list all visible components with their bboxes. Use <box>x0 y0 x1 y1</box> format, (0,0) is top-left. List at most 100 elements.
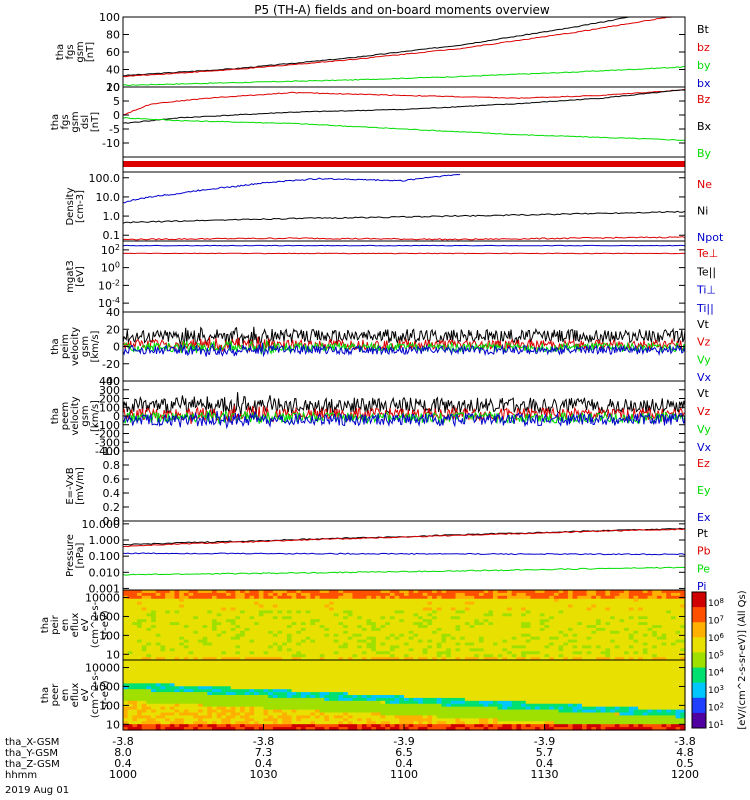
spectrogram-cell <box>474 697 480 702</box>
spectrogram-cell <box>474 622 480 626</box>
spectrogram-cell <box>244 671 251 676</box>
spectrogram-cell <box>165 665 171 670</box>
spectrogram-cell <box>371 724 377 728</box>
spectrogram-cell <box>347 662 354 667</box>
spectrogram-cell <box>478 604 485 609</box>
spectrogram-cell <box>277 627 283 632</box>
spectrogram-cell <box>460 627 466 632</box>
spectrogram-cell <box>469 665 475 670</box>
spectrogram-cell <box>183 598 190 603</box>
spectrogram-cell <box>394 703 400 708</box>
spectrogram-cell <box>371 604 377 609</box>
legend-Ti: Ti|| <box>696 302 714 315</box>
spectrogram-cell <box>394 683 400 687</box>
spectrogram-cell <box>670 645 677 649</box>
spectrogram-cell <box>151 721 157 725</box>
spectrogram-cell <box>282 619 288 623</box>
spectrogram-cell <box>197 671 204 676</box>
spectrogram-cell <box>586 639 592 644</box>
spectrogram-cell <box>408 619 414 623</box>
spectrogram-cell <box>474 709 480 714</box>
spectrogram-cell <box>385 645 391 649</box>
spectrogram-cell <box>432 727 438 731</box>
spectrogram-cell <box>352 695 358 699</box>
spectrogram-cell <box>446 625 452 629</box>
spectrogram-cell <box>221 604 227 609</box>
spectrogram-cell <box>427 619 433 623</box>
spectrogram-cell <box>507 592 513 597</box>
spectrogram-cell <box>141 674 148 679</box>
spectrogram-cell <box>404 727 410 731</box>
spectrogram-cell <box>329 703 335 708</box>
spectrogram-cell <box>432 709 438 714</box>
spectrogram-cell <box>422 625 429 629</box>
spectrogram-cell <box>244 613 251 617</box>
spectrogram-cell <box>347 630 354 635</box>
spectrogram-cell <box>137 674 143 679</box>
spectrogram-cell <box>197 724 204 728</box>
spectrogram-cell <box>179 657 185 661</box>
spectrogram-cell <box>525 627 532 632</box>
spectrogram-cell <box>197 636 204 641</box>
spectrogram-cell <box>244 636 251 641</box>
spectrogram-cell <box>324 590 330 594</box>
spectrogram-cell <box>310 680 316 684</box>
spectrogram-cell <box>315 674 321 679</box>
spectrogram-cell <box>244 686 251 690</box>
spectrogram-cell <box>146 627 152 632</box>
spectrogram-cell <box>628 601 635 606</box>
spectrogram-cell <box>516 651 522 655</box>
spectrogram-cell <box>624 657 630 661</box>
spectrogram-cell <box>375 613 382 617</box>
spectrogram-cell <box>666 601 672 606</box>
spectrogram-cell <box>375 709 382 714</box>
spectrogram-cell <box>422 718 429 722</box>
spectrogram-cell <box>207 601 213 606</box>
spectrogram-cell <box>179 598 185 603</box>
spectrogram-cell <box>282 686 288 690</box>
spectrogram-cell <box>385 633 391 638</box>
spectrogram-cell <box>286 622 293 626</box>
spectrogram-cell <box>207 715 213 719</box>
spectrogram-cell <box>254 689 260 693</box>
spectrogram-cell <box>240 630 246 635</box>
spectrogram-cell <box>432 636 438 641</box>
spectrogram-cell <box>305 709 311 714</box>
spectrogram-cell <box>357 689 363 693</box>
spectrogram-cell <box>385 604 391 609</box>
spectrogram-cell <box>235 697 241 702</box>
spectrogram-cell <box>174 613 180 617</box>
spectrogram-cell <box>375 660 382 664</box>
spectrogram-cell <box>197 601 204 606</box>
spectrogram-cell <box>413 712 419 717</box>
spectrogram-cell <box>272 604 279 609</box>
spectrogram-cell <box>268 610 274 614</box>
y-tick-label: -100 <box>95 419 120 432</box>
spectrogram-cell <box>375 671 382 676</box>
spectrogram-cell <box>427 651 433 655</box>
spectrogram-cell <box>357 727 363 731</box>
spectrogram-cell <box>211 648 218 652</box>
spectrogram-cell <box>165 601 171 606</box>
spectrogram-cell <box>329 727 335 731</box>
spectrogram-cell <box>197 660 204 664</box>
spectrogram-cell <box>628 619 635 623</box>
spectrogram-cell <box>249 665 255 670</box>
spectrogram-cell <box>319 721 325 725</box>
spectrogram-cell <box>127 654 133 658</box>
spectrogram-cell <box>310 642 316 647</box>
spectrogram-cell <box>347 625 354 629</box>
spectrogram-cell <box>197 709 204 714</box>
spectrogram-cell <box>633 651 639 655</box>
spectrogram-cell <box>216 590 222 594</box>
spectrogram-cell <box>329 683 335 687</box>
spectrogram-cell <box>169 683 176 687</box>
spectrogram-cell <box>441 700 447 705</box>
spectrogram-cell <box>338 662 344 667</box>
spectrogram-cell <box>422 712 429 717</box>
spectrogram-cell <box>539 651 546 655</box>
spectrogram-cell <box>291 595 297 600</box>
spectrogram-cell <box>455 686 461 690</box>
spectrogram-cell <box>296 683 302 687</box>
